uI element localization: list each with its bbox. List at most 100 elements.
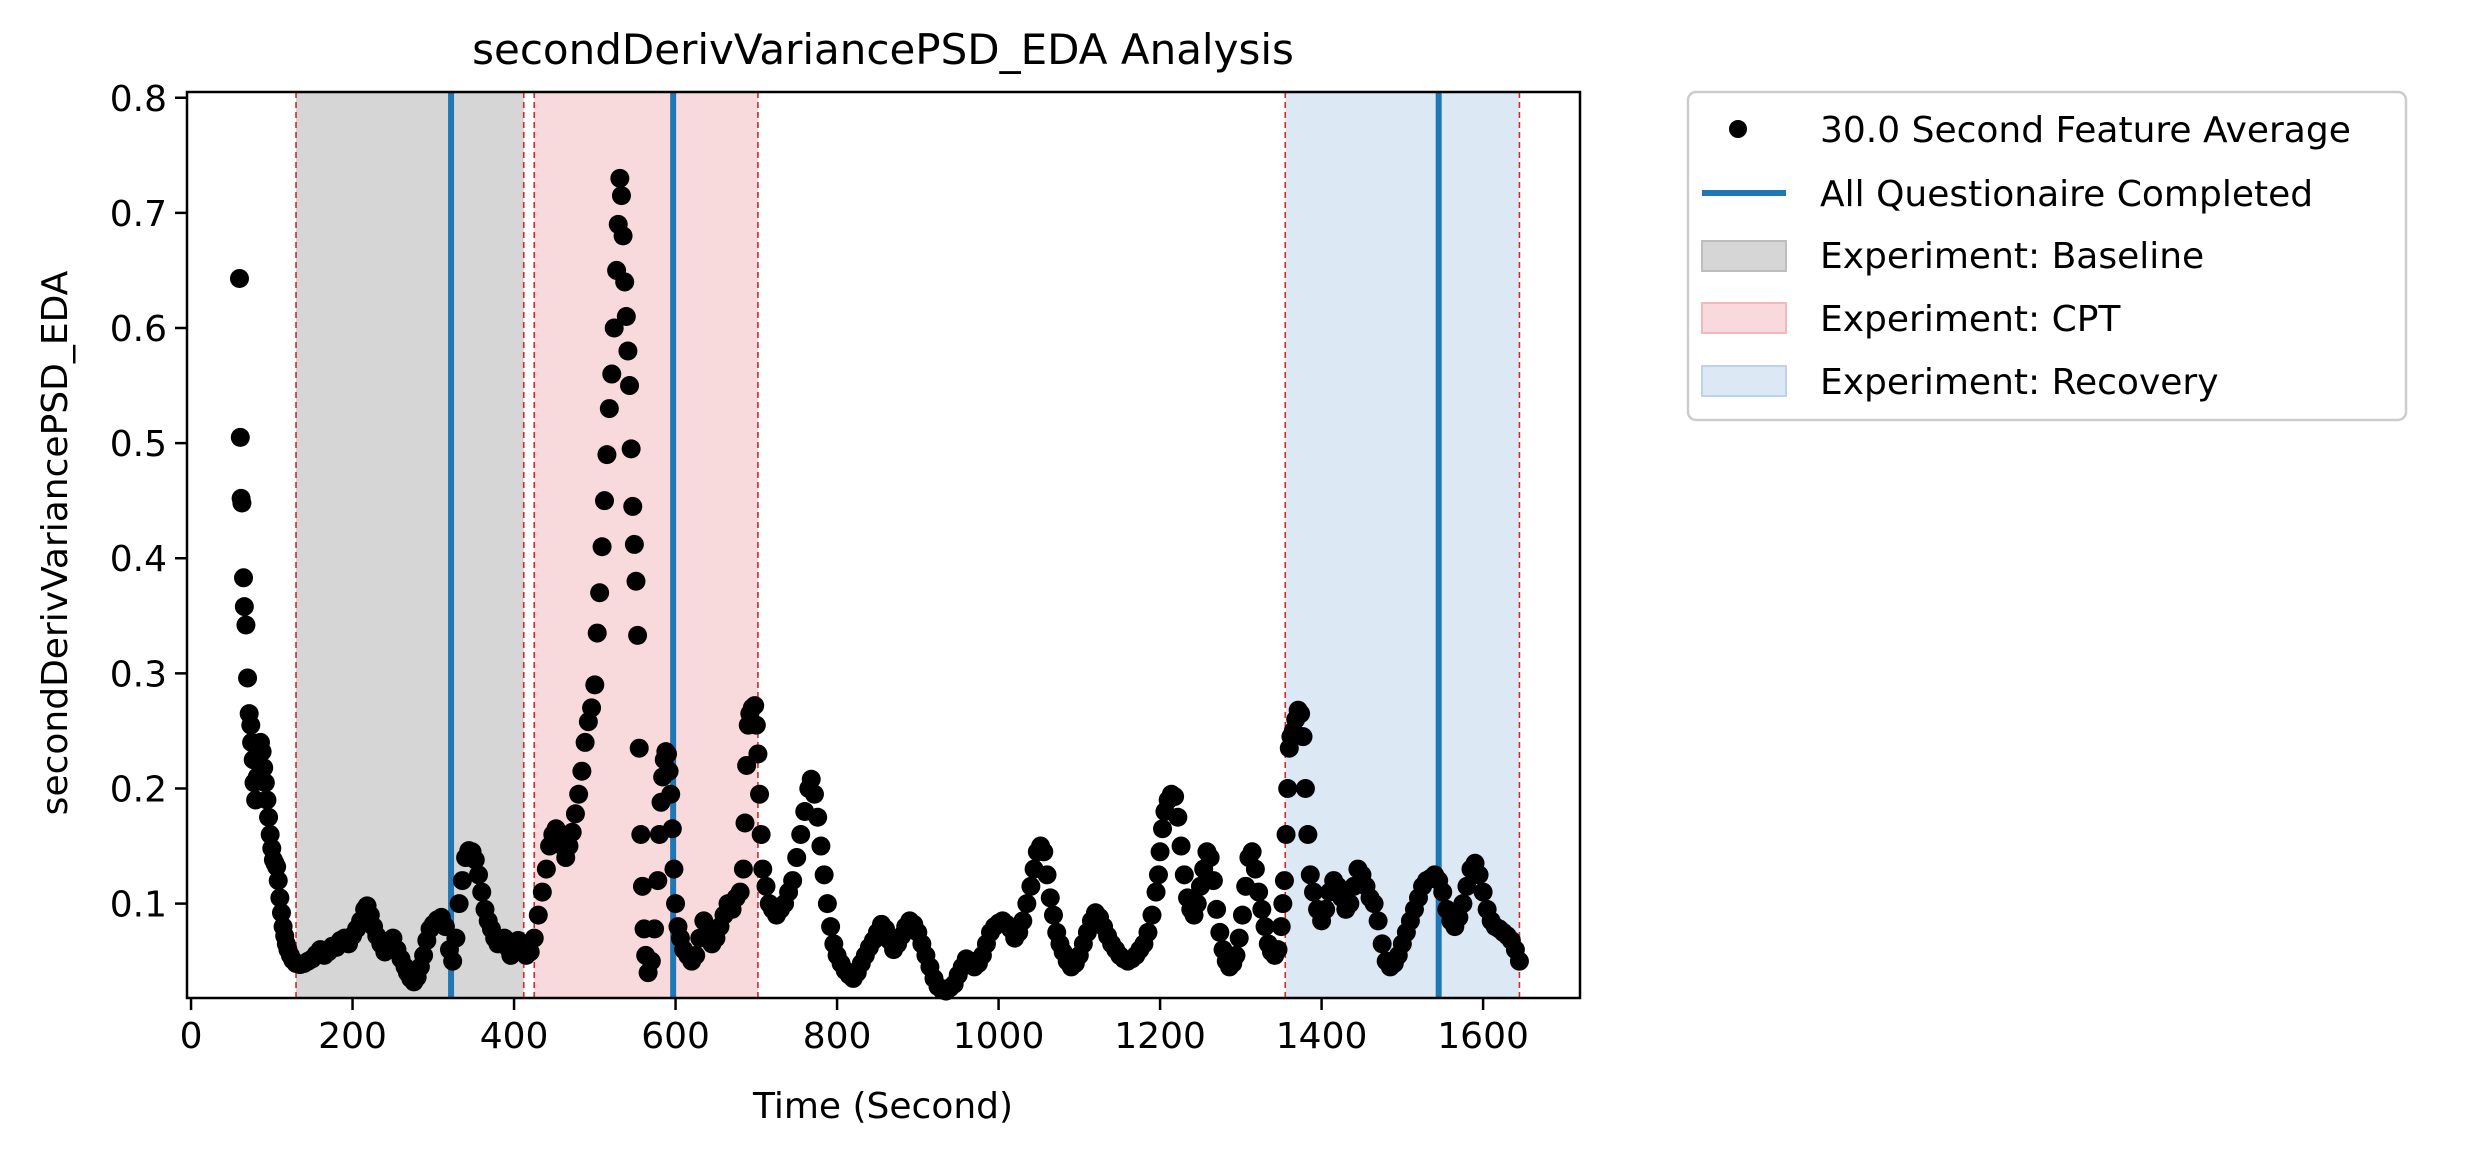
data-point	[259, 807, 279, 827]
data-point	[783, 871, 803, 891]
data-point	[594, 491, 614, 511]
data-point	[590, 583, 610, 603]
legend-label-questionnaire: All Questionaire Completed	[1820, 174, 2313, 215]
data-point	[1229, 928, 1249, 948]
y-tick-label: 0.6	[110, 309, 167, 350]
data-point	[1364, 894, 1384, 914]
data-point	[1252, 899, 1272, 919]
data-point	[575, 732, 595, 752]
data-point	[1304, 882, 1324, 902]
data-point	[452, 871, 472, 891]
data-point	[733, 859, 753, 879]
data-point	[1293, 727, 1313, 747]
data-point	[641, 951, 661, 971]
data-point	[821, 917, 841, 937]
data-point	[1171, 836, 1191, 856]
data-point	[414, 945, 434, 965]
x-tick-label: 0	[180, 1016, 203, 1057]
data-point	[252, 742, 272, 762]
data-point	[232, 493, 252, 513]
data-point	[238, 668, 258, 688]
data-point	[1138, 922, 1158, 942]
data-point	[1509, 951, 1529, 971]
data-point	[817, 894, 837, 914]
data-point	[1453, 894, 1473, 914]
data-point	[808, 807, 828, 827]
data-point	[801, 769, 821, 789]
y-tick-label: 0.5	[110, 424, 167, 465]
data-point	[791, 825, 811, 845]
data-point	[1372, 934, 1392, 954]
data-point	[469, 865, 489, 885]
data-point	[753, 859, 773, 879]
y-tick-label: 0.1	[110, 885, 167, 926]
plot-frame	[185, 90, 1582, 1000]
data-point	[582, 698, 602, 718]
legend-patch-baseline	[1701, 240, 1787, 272]
data-point	[659, 761, 679, 781]
data-point	[787, 848, 807, 868]
data-point	[1242, 842, 1262, 862]
data-point	[562, 822, 582, 842]
data-point	[585, 675, 605, 695]
data-point	[565, 804, 585, 824]
data-point	[662, 819, 682, 839]
data-point	[624, 534, 644, 554]
x-tick-label: 1000	[953, 1016, 1045, 1057]
data-point	[610, 168, 630, 188]
x-tick-label: 1400	[1276, 1016, 1368, 1057]
data-point	[271, 903, 291, 923]
data-point	[1146, 882, 1166, 902]
data-point	[1142, 905, 1162, 925]
y-axis: 0.1 0.2 0.3 0.4 0.5 0.6 0.7 0.8	[110, 79, 187, 926]
data-point	[804, 784, 824, 804]
data-point	[615, 272, 635, 292]
data-point	[260, 825, 280, 845]
data-point	[1316, 899, 1336, 919]
data-point	[1271, 917, 1291, 937]
data-point	[1148, 865, 1168, 885]
data-point	[446, 928, 466, 948]
questionnaire-lines	[448, 92, 1442, 998]
y-tick-label: 0.4	[110, 539, 167, 580]
data-point	[1340, 894, 1360, 914]
chart-title: secondDerivVariancePSD_EDA Analysis	[472, 25, 1294, 74]
data-point	[748, 744, 768, 764]
data-point	[1034, 842, 1054, 862]
data-point	[632, 876, 652, 896]
data-point	[602, 364, 622, 384]
data-point	[1226, 945, 1246, 965]
legend-label-baseline: Experiment: Baseline	[1820, 236, 2204, 277]
data-point	[599, 399, 619, 419]
data-point	[613, 226, 633, 246]
data-point	[1469, 865, 1489, 885]
data-point	[745, 696, 765, 716]
data-point	[645, 919, 665, 939]
data-point	[648, 871, 668, 891]
data-point	[1013, 911, 1033, 931]
data-point	[532, 882, 552, 902]
data-point	[465, 850, 485, 870]
data-point	[1207, 899, 1227, 919]
data-point	[1268, 940, 1288, 960]
legend: 30.0 Second Feature Average All Question…	[1686, 90, 2408, 422]
data-point	[686, 945, 706, 965]
legend-label-feature-average: 30.0 Second Feature Average	[1820, 110, 2351, 151]
legend-label-recovery: Experiment: Recovery	[1820, 362, 2219, 403]
data-point	[270, 888, 290, 908]
data-point	[1037, 865, 1057, 885]
data-point	[1232, 905, 1252, 925]
data-point	[1276, 825, 1296, 845]
data-point	[756, 876, 776, 896]
legend-marker-feature-average	[1729, 120, 1747, 138]
data-point	[1165, 787, 1185, 807]
data-point	[1273, 894, 1293, 914]
data-point	[1291, 704, 1311, 724]
data-point	[751, 825, 771, 845]
data-point	[1017, 894, 1037, 914]
data-point	[1368, 911, 1388, 931]
data-point	[1040, 888, 1060, 908]
y-tick-label: 0.8	[110, 79, 167, 120]
data-point	[443, 951, 463, 971]
data-point	[1150, 842, 1170, 862]
